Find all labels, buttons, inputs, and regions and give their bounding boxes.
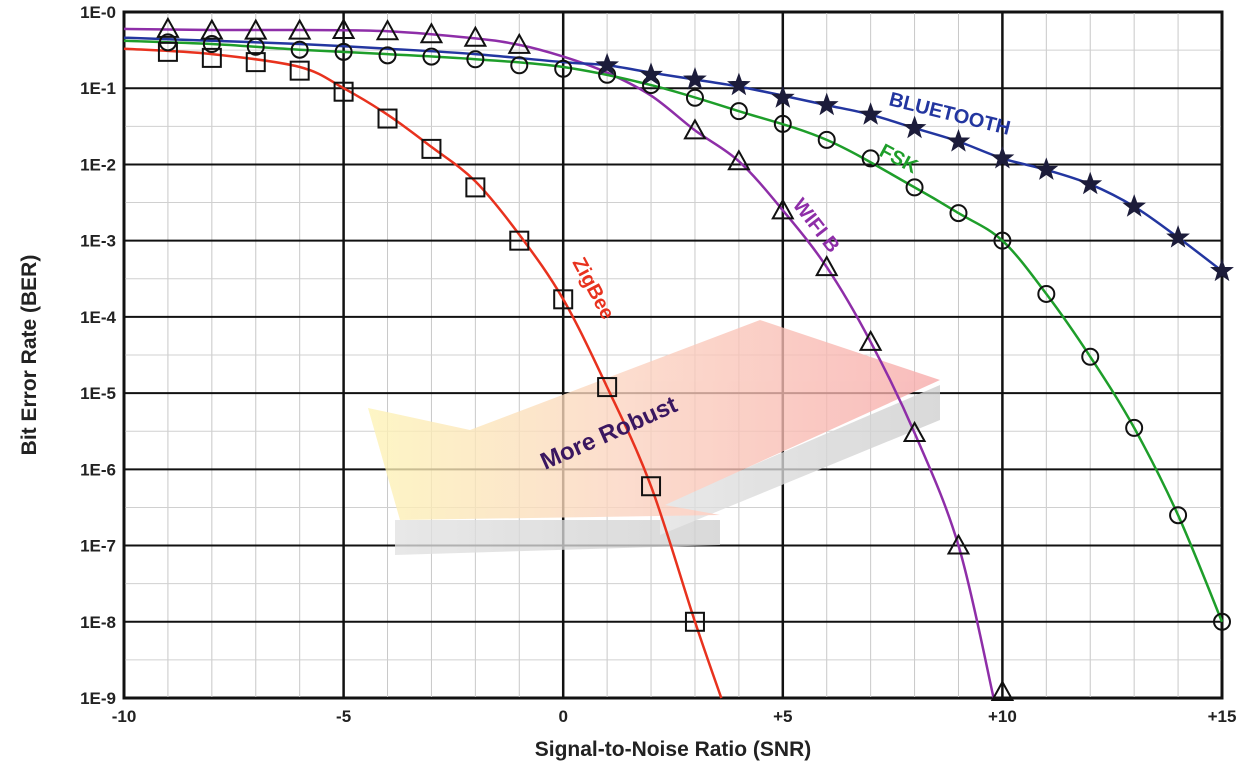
markers-layer	[156, 16, 1234, 701]
x-tick-label: -10	[112, 707, 137, 726]
marker-wifi-b	[858, 329, 883, 351]
marker-zigbee	[553, 289, 574, 310]
marker-zigbee	[157, 41, 178, 62]
marker-bluetooth	[727, 72, 751, 96]
marker-wifi-b	[331, 17, 356, 40]
marker-fsk	[422, 47, 441, 66]
x-tick-label: 0	[558, 707, 567, 726]
marker-bluetooth	[639, 62, 663, 85]
marker-zigbee	[641, 476, 662, 497]
marker-fsk	[1169, 506, 1188, 525]
curve-zigbee	[123, 47, 723, 699]
marker-fsk	[510, 56, 529, 75]
marker-bluetooth	[946, 129, 971, 152]
marker-fsk	[1081, 347, 1100, 366]
marker-zigbee	[597, 377, 618, 398]
marker-wifi-b	[990, 679, 1015, 701]
marker-fsk	[1213, 612, 1231, 631]
marker-wifi-b	[507, 32, 531, 54]
x-tick-labels: -10 -5 0 +5 +10 +15	[112, 707, 1237, 726]
marker-wifi-b	[683, 118, 707, 140]
marker-bluetooth	[858, 102, 883, 125]
marker-fsk	[949, 204, 968, 223]
marker-wifi-b	[463, 25, 488, 47]
marker-wifi-b	[419, 22, 444, 44]
marker-zigbee	[377, 108, 398, 129]
marker-fsk	[246, 37, 265, 56]
marker-zigbee	[509, 230, 530, 251]
y-tick-label: 1E-9	[80, 689, 116, 708]
marker-fsk	[993, 231, 1012, 250]
x-tick-label: +15	[1208, 707, 1237, 726]
marker-bluetooth	[1166, 225, 1190, 248]
more-robust-arrow	[368, 320, 940, 555]
x-tick-label: -5	[336, 707, 351, 726]
marker-fsk	[685, 88, 704, 107]
marker-fsk	[817, 130, 836, 149]
y-tick-label: 1E-2	[80, 155, 116, 174]
x-tick-label: +10	[988, 707, 1017, 726]
marker-fsk	[729, 102, 748, 121]
marker-bluetooth	[1078, 171, 1103, 195]
marker-fsk	[1037, 284, 1056, 303]
marker-wifi-b	[156, 16, 180, 38]
marker-bluetooth	[683, 67, 707, 90]
marker-bluetooth	[1122, 194, 1146, 217]
arrow-side-face	[395, 520, 720, 555]
marker-wifi-b	[287, 18, 312, 40]
marker-fsk	[290, 40, 309, 59]
marker-fsk	[466, 50, 485, 69]
marker-zigbee	[421, 138, 442, 159]
x-tick-label: +5	[773, 707, 792, 726]
y-axis-title: Bit Error Rate (BER)	[18, 255, 41, 456]
marker-fsk	[773, 114, 792, 133]
marker-wifi-b	[375, 19, 400, 41]
marker-fsk	[1125, 418, 1144, 437]
arrow-top-face	[368, 320, 940, 520]
marker-bluetooth	[1210, 258, 1234, 282]
marker-wifi-b	[902, 420, 927, 442]
marker-bluetooth	[902, 115, 927, 139]
x-axis-title: Signal-to-Noise Ratio (SNR)	[535, 738, 812, 761]
marker-zigbee	[245, 52, 266, 73]
marker-fsk	[158, 33, 177, 52]
y-tick-label: 1E-3	[80, 232, 116, 251]
marker-bluetooth	[595, 52, 619, 76]
y-tick-labels: 1E-0 1E-1 1E-2 1E-3 1E-4 1E-5 1E-6 1E-7 1E-8 1E-9	[80, 3, 116, 708]
y-tick-label: 1E-6	[80, 460, 116, 479]
marker-bluetooth	[770, 85, 795, 108]
curve-bluetooth	[123, 36, 1223, 272]
marker-fsk	[554, 59, 573, 78]
marker-fsk	[905, 178, 924, 197]
curve-fsk	[123, 39, 1224, 623]
marker-bluetooth	[814, 92, 839, 116]
arrow-side-face-right	[660, 385, 940, 535]
marker-zigbee	[201, 47, 222, 68]
y-tick-label: 1E-1	[80, 79, 116, 98]
marker-zigbee	[333, 81, 354, 102]
marker-zigbee	[289, 60, 310, 81]
marker-bluetooth	[990, 145, 1015, 169]
marker-wifi-b	[771, 198, 795, 220]
y-tick-label: 1E-5	[80, 384, 116, 403]
marker-wifi-b	[815, 255, 839, 277]
marker-fsk	[202, 35, 221, 54]
marker-wifi-b	[946, 533, 971, 555]
marker-fsk	[378, 46, 397, 65]
y-tick-label: 1E-7	[80, 537, 116, 556]
marker-wifi-b	[727, 149, 751, 171]
marker-zigbee	[465, 177, 486, 198]
marker-fsk	[861, 149, 880, 168]
y-tick-label: 1E-8	[80, 613, 116, 632]
marker-wifi-b	[200, 18, 224, 40]
marker-bluetooth	[1034, 157, 1059, 180]
y-tick-label: 1E-0	[80, 3, 116, 22]
marker-zigbee	[684, 611, 705, 632]
marker-fsk	[334, 42, 353, 61]
y-tick-label: 1E-4	[80, 308, 116, 327]
